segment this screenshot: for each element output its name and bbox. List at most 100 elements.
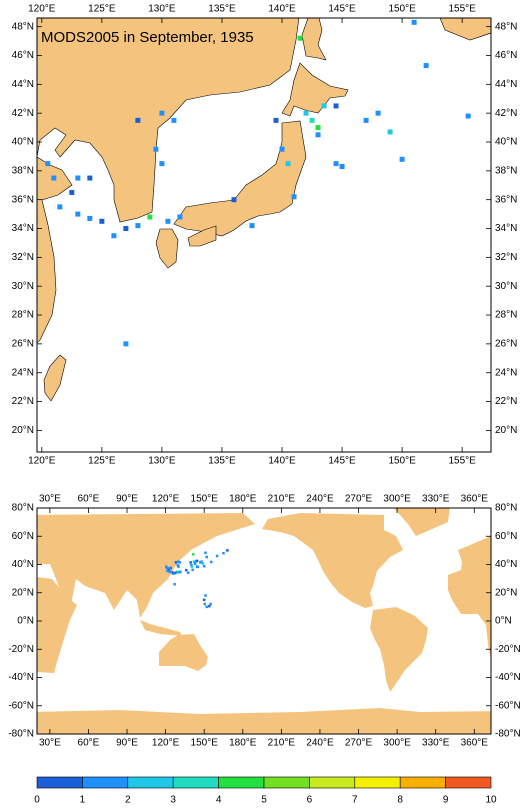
data-cell xyxy=(222,551,225,555)
x-tick-label: 30°E xyxy=(39,738,61,749)
x-tick-label: 120°E xyxy=(152,738,180,749)
y-tick-label: 0°N xyxy=(495,616,512,627)
data-cell xyxy=(194,559,198,563)
data-cell xyxy=(177,214,183,220)
x-tick-label: 60°E xyxy=(78,738,100,749)
colorbar-label: 0 xyxy=(34,795,40,806)
x-tick-label: 300°E xyxy=(383,494,411,505)
y-tick-label: 28°N xyxy=(495,310,517,321)
colorbar-segment xyxy=(445,776,492,789)
sakhalin xyxy=(301,18,327,61)
y-tick-label: 60°N xyxy=(495,531,517,542)
x-tick-label: 125°E xyxy=(88,456,116,467)
colorbar-label: 9 xyxy=(443,795,449,806)
antarctica xyxy=(37,708,491,734)
data-cell xyxy=(200,560,203,563)
data-cell xyxy=(226,549,229,552)
bottom-land xyxy=(37,508,491,734)
data-cell xyxy=(202,564,206,568)
colorbar-label: 7 xyxy=(352,795,358,806)
data-cell xyxy=(297,35,303,41)
x-tick-label: 240°E xyxy=(306,738,334,749)
y-tick-label: 22°N xyxy=(12,396,34,407)
honshu xyxy=(173,120,307,237)
data-cell xyxy=(169,566,173,570)
top-land xyxy=(37,18,491,402)
x-tick-label: 145°E xyxy=(328,456,356,467)
colorbar-segment xyxy=(82,776,129,789)
data-cell xyxy=(87,215,93,221)
data-cell xyxy=(165,218,171,224)
data-cell xyxy=(193,562,197,566)
data-cell xyxy=(166,569,169,573)
colorbar-segment xyxy=(172,776,219,789)
africa-east xyxy=(37,576,77,673)
y-tick-label: 22°N xyxy=(495,396,517,407)
colorbar-label: 2 xyxy=(125,795,131,806)
y-tick-label: -20°N xyxy=(495,644,521,655)
colorbar-label: 3 xyxy=(170,795,176,806)
top-frame xyxy=(36,17,492,453)
data-cell xyxy=(315,132,321,138)
y-tick-label: 46°N xyxy=(12,50,34,61)
data-cell xyxy=(199,561,202,564)
data-cell xyxy=(147,214,153,220)
data-cell xyxy=(165,565,168,568)
europe-africa-west xyxy=(448,536,491,660)
taiwan xyxy=(43,354,67,402)
data-cell xyxy=(45,161,51,167)
data-cell xyxy=(192,560,196,563)
x-tick-label: 180°E xyxy=(229,738,257,749)
x-tick-label: 135°E xyxy=(208,4,236,15)
colorbar-segment xyxy=(354,776,401,789)
data-cell xyxy=(167,568,171,571)
x-tick-label: 125°E xyxy=(88,4,116,15)
data-cell xyxy=(174,571,178,574)
data-cell xyxy=(186,571,190,574)
y-tick-label: 20°N xyxy=(12,425,34,436)
data-cell xyxy=(75,175,81,181)
data-cell xyxy=(87,175,93,181)
x-tick-label: 130°E xyxy=(148,4,176,15)
y-tick-label: -20°N xyxy=(8,644,34,655)
data-cell xyxy=(176,563,180,567)
data-cell xyxy=(190,565,194,568)
data-cell xyxy=(375,110,381,116)
data-cell xyxy=(179,570,182,574)
data-cell xyxy=(204,551,207,555)
x-tick-label: 150°E xyxy=(388,456,416,467)
data-cell xyxy=(231,197,237,203)
bottom-cells xyxy=(165,549,229,609)
y-tick-label: 42°N xyxy=(12,108,34,119)
data-cell xyxy=(123,226,129,232)
y-tick-label: -40°N xyxy=(495,672,521,683)
x-tick-label: 330°E xyxy=(422,738,450,749)
x-tick-label: 140°E xyxy=(268,456,296,467)
data-cell xyxy=(159,110,165,116)
data-cell xyxy=(75,211,81,217)
data-cell xyxy=(153,146,159,152)
x-tick-label: 150°E xyxy=(191,738,219,749)
colorbar: 0 1 2 3 4 5 6 7 8 9 10 xyxy=(34,776,497,806)
x-tick-label: 270°E xyxy=(345,738,373,749)
data-cell xyxy=(190,563,193,567)
y-tick-label: 30°N xyxy=(12,281,34,292)
hokkaido xyxy=(281,62,349,117)
data-cell xyxy=(165,566,169,570)
colorbar-segment xyxy=(309,776,356,789)
y-tick-label: 0°N xyxy=(17,616,34,627)
y-tick-label: 48°N xyxy=(495,21,517,32)
data-cell xyxy=(168,566,171,570)
data-cell xyxy=(465,113,471,119)
data-cell xyxy=(279,146,285,152)
x-tick-label: 155°E xyxy=(448,456,476,467)
data-cell xyxy=(135,223,141,229)
data-cell xyxy=(315,125,321,131)
data-cell xyxy=(173,583,176,586)
data-cell xyxy=(111,233,117,239)
data-cell xyxy=(196,565,200,569)
colorbar-segment xyxy=(218,776,265,789)
indonesia xyxy=(140,620,182,636)
data-cell xyxy=(208,604,211,608)
y-tick-label: 38°N xyxy=(12,165,34,176)
